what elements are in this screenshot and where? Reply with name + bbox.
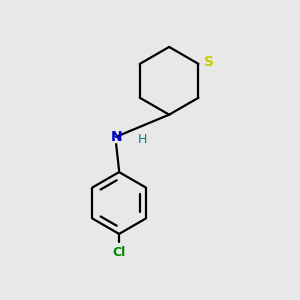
Text: H: H [138,133,148,146]
Text: Cl: Cl [112,246,126,259]
Text: N: N [110,130,122,144]
Text: S: S [204,56,214,69]
